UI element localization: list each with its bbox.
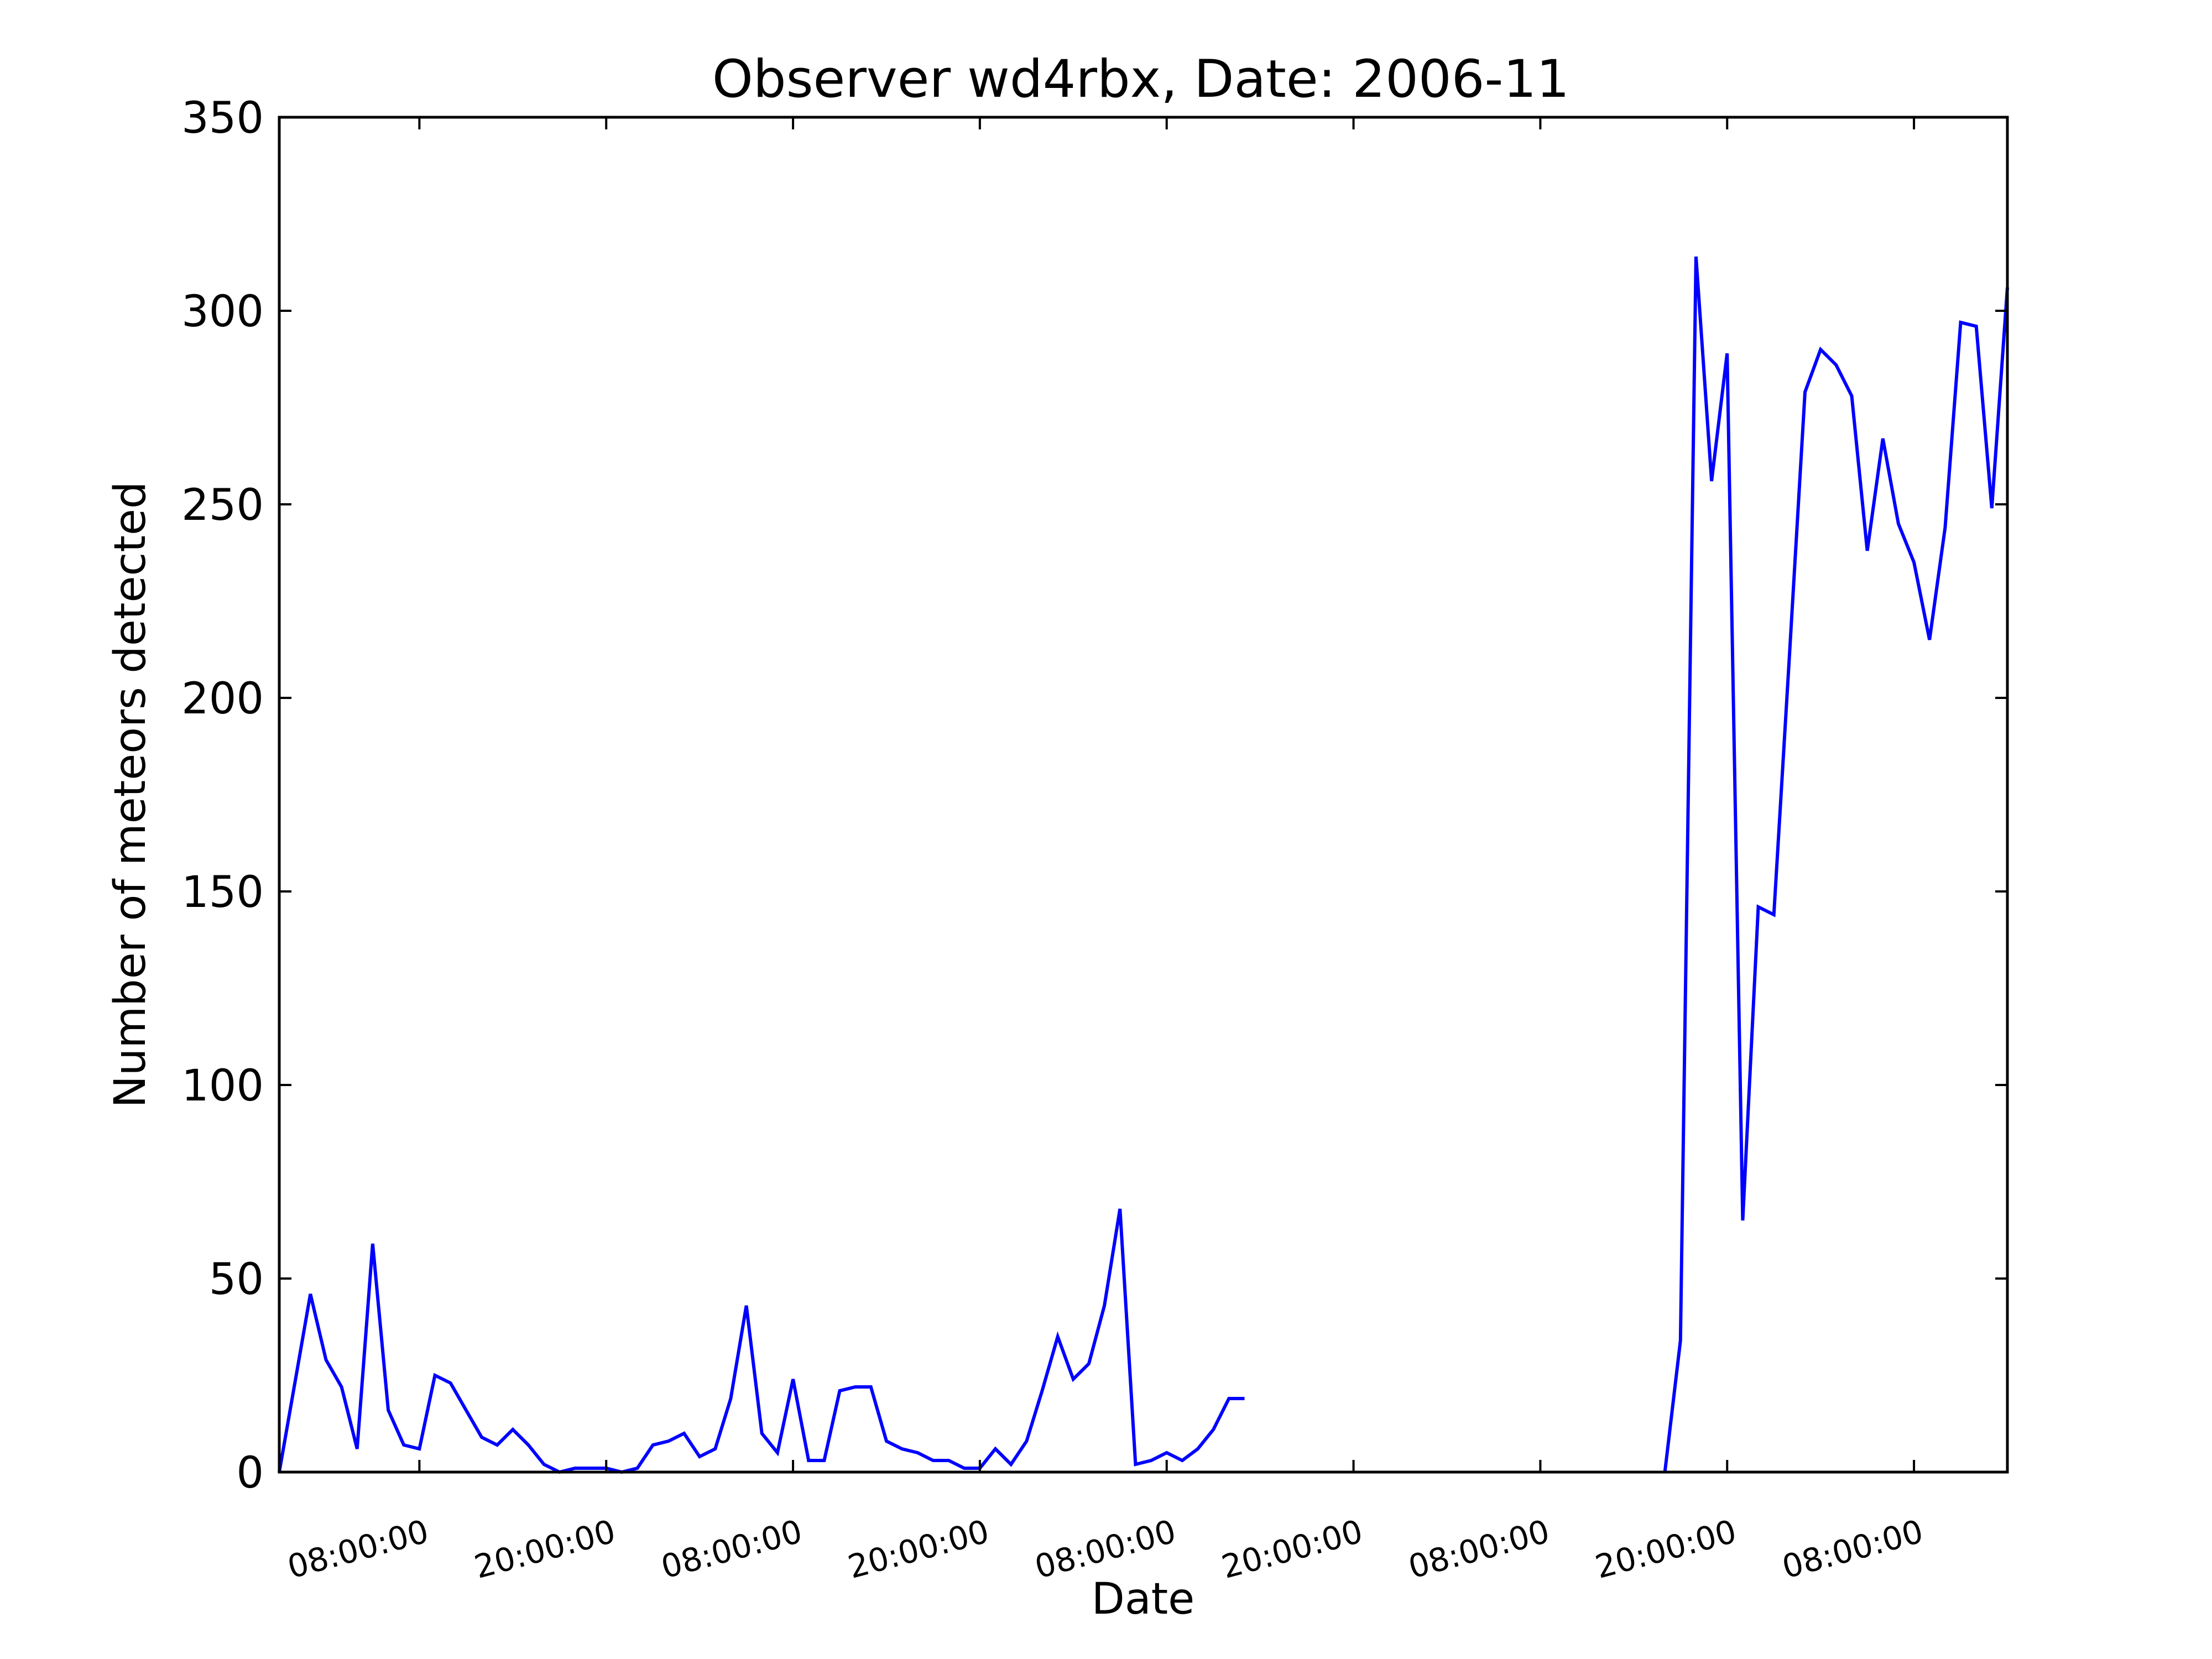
- series-layer: [278, 256, 2009, 1474]
- y-tick-label: 50: [209, 1255, 264, 1305]
- x-axis-label: Date: [1092, 1574, 1194, 1624]
- y-tick-label: 350: [181, 93, 264, 143]
- series-line: [278, 1208, 1245, 1474]
- y-axis-label: Number of meteors detected: [106, 482, 155, 1108]
- x-tick-label: 08:00:00: [1778, 1512, 1927, 1586]
- y-tick-label: 100: [181, 1061, 264, 1111]
- series-line: [1663, 256, 2009, 1473]
- x-tick-label: 08:00:00: [657, 1512, 806, 1586]
- chart-title: Observer wd4rbx, Date: 2006-11: [712, 49, 1569, 109]
- x-tick-label: 20:00:00: [471, 1512, 619, 1586]
- y-tick-label: 250: [181, 481, 264, 530]
- plot-frame: [278, 116, 2009, 1474]
- y-tick-label: 150: [181, 868, 264, 917]
- y-axis: 0 50 100 150 200 250 300 350: [181, 93, 2007, 1498]
- x-tick-label: 08:00:00: [284, 1512, 432, 1586]
- x-tick-label: 08:00:00: [1405, 1512, 1553, 1586]
- x-tick-label: 20:00:00: [1592, 1512, 1740, 1586]
- y-tick-label: 200: [181, 674, 264, 724]
- x-axis: 08:00:00 20:00:00 08:00:00 20:00:00 08:00:00…: [284, 117, 1927, 1586]
- y-tick-label: 300: [181, 287, 264, 337]
- x-tick-label: 20:00:00: [1218, 1512, 1366, 1586]
- x-tick-label: 20:00:00: [844, 1512, 993, 1586]
- y-tick-label: 0: [236, 1448, 264, 1498]
